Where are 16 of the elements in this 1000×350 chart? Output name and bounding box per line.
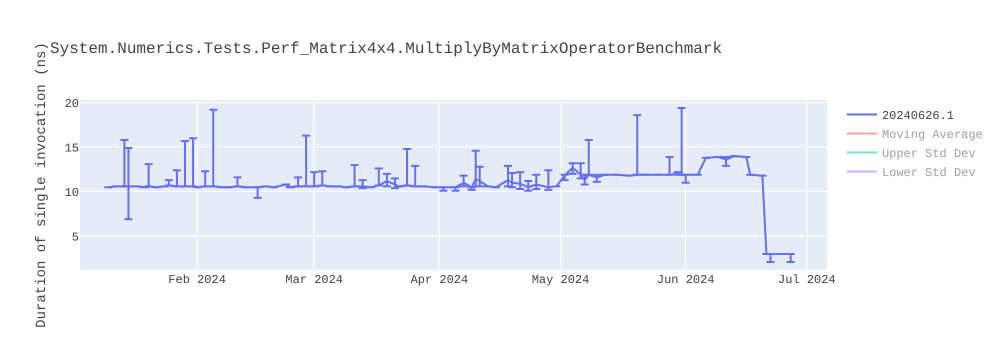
legend-label: Upper Std Dev	[882, 147, 976, 162]
y-tick-label: 20	[64, 96, 79, 111]
y-tick-label: 15	[64, 141, 79, 156]
x-tick-label: Mar 2024	[285, 273, 343, 287]
y-axis-title: Duration of single invocation (ns)	[34, 42, 50, 328]
x-tick-label: Apr 2024	[410, 273, 468, 287]
legend-label: Lower Std Dev	[882, 166, 976, 180]
x-tick-label: Feb 2024	[168, 273, 226, 287]
x-tick-label: Jul 2024	[778, 273, 836, 287]
y-tick-label: 10	[64, 186, 79, 200]
x-tick-label: Jun 2024	[656, 273, 714, 287]
x-tick-label: May 2024	[532, 273, 590, 287]
legend-label: 20240626.1	[882, 109, 954, 124]
legend-label: Moving Average	[882, 128, 983, 142]
y-tick-label: 5	[72, 230, 79, 244]
chart-title: System.Numerics.Tests.Perf_Matrix4x4.MultiplyByMatrixOperatorBenchmark	[50, 40, 722, 58]
